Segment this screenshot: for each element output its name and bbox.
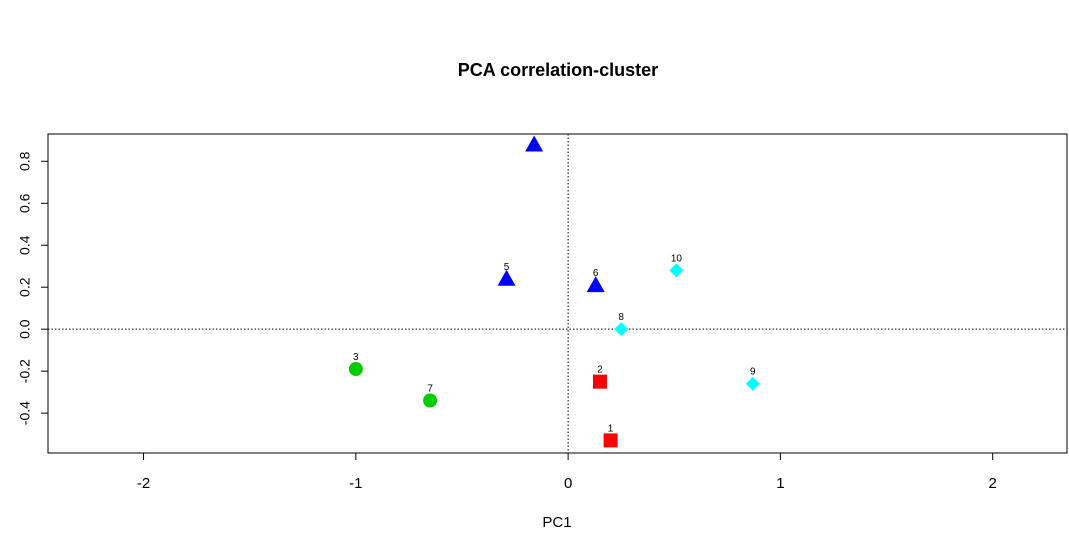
y-tick-label: 0.4 bbox=[17, 235, 33, 255]
data-point-unlabeled bbox=[525, 135, 544, 152]
y-tick-label: 0.8 bbox=[17, 151, 33, 171]
data-point-10 bbox=[669, 263, 684, 278]
x-tick-label: 0 bbox=[564, 475, 572, 492]
plot-frame bbox=[47, 133, 1068, 454]
data-point-7 bbox=[423, 393, 438, 408]
data-point-6 bbox=[586, 276, 605, 293]
reference-lines bbox=[48, 134, 1067, 453]
data-points bbox=[348, 135, 760, 448]
data-point-2 bbox=[592, 374, 607, 389]
point-label-9: 9 bbox=[750, 367, 756, 378]
point-label-3: 3 bbox=[353, 352, 359, 363]
y-tick-label: 0.0 bbox=[17, 319, 33, 339]
x-axis: -2 -1 0 1 2 bbox=[137, 452, 997, 492]
data-point-1 bbox=[603, 433, 618, 448]
y-tick-label: 0.2 bbox=[17, 277, 33, 297]
point-label-8: 8 bbox=[618, 312, 624, 323]
y-tick-label: 0.6 bbox=[17, 193, 33, 213]
y-axis: -0.4 -0.2 0.0 0.2 0.4 0.6 0.8 bbox=[17, 151, 49, 425]
x-tick-label: -1 bbox=[349, 475, 362, 492]
data-point-8 bbox=[614, 322, 629, 337]
y-tick-label: -0.2 bbox=[17, 359, 33, 383]
data-point-5 bbox=[497, 269, 516, 286]
point-label-2: 2 bbox=[597, 365, 603, 376]
point-label-1: 1 bbox=[608, 423, 614, 434]
x-tick-label: -2 bbox=[137, 475, 150, 492]
chart-title: PCA correlation-cluster bbox=[458, 60, 658, 80]
y-tick-label: -0.4 bbox=[17, 401, 33, 425]
data-point-9 bbox=[745, 376, 760, 391]
point-label-6: 6 bbox=[593, 268, 599, 279]
point-label-5: 5 bbox=[504, 262, 510, 273]
data-point-3 bbox=[348, 362, 363, 377]
point-labels: 1 2 3 7 5 6 8 9 10 bbox=[353, 253, 756, 434]
x-axis-label: PC1 bbox=[542, 514, 571, 531]
point-label-10: 10 bbox=[671, 253, 683, 264]
point-label-7: 7 bbox=[427, 384, 433, 395]
x-tick-label: 1 bbox=[776, 475, 784, 492]
x-tick-label: 2 bbox=[989, 475, 997, 492]
